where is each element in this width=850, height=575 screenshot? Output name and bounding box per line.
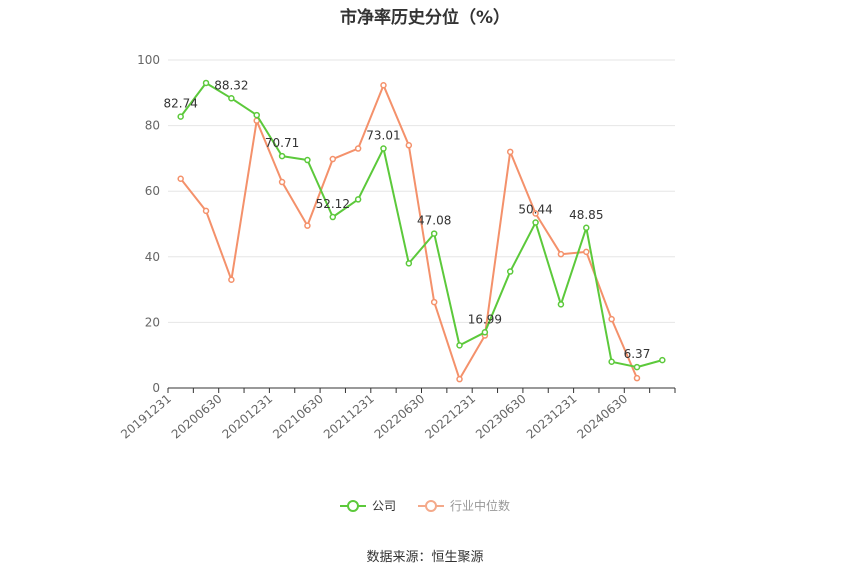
legend-industry-swatch (418, 499, 444, 513)
x-tick-label: 20221231 (422, 392, 478, 442)
industry-point (304, 222, 311, 229)
series-line-industry (179, 84, 638, 381)
data-label: 6.37 (624, 347, 651, 361)
company-point (557, 301, 565, 308)
industry-point (608, 315, 615, 323)
x-tick-label: 20240630 (574, 392, 630, 442)
legend-item-industry[interactable]: 行业中位数 (418, 497, 510, 514)
company-point (456, 342, 463, 349)
company-point (506, 268, 514, 275)
y-tick-label: 0 (152, 381, 160, 395)
company-point (633, 363, 641, 371)
industry-point (354, 145, 362, 152)
y-tick-label: 100 (137, 53, 160, 67)
industry-point (278, 178, 286, 186)
company-point (430, 230, 438, 237)
industry-point (456, 375, 463, 383)
company-point (202, 79, 210, 87)
data-label: 16.99 (468, 312, 502, 326)
x-tick-label: 20230630 (473, 392, 529, 442)
x-tick-label: 20231231 (524, 392, 580, 442)
industry-point (506, 148, 514, 156)
x-tick-label: 20220630 (372, 392, 428, 442)
data-label: 52.12 (316, 197, 350, 211)
series-line-company (179, 82, 663, 369)
legend-item-company[interactable]: 公司 (339, 497, 396, 514)
data-label: 50.44 (518, 203, 552, 217)
x-tick-label: 20191231 (118, 392, 174, 442)
industry-point (228, 276, 235, 284)
industry-point (430, 298, 438, 306)
company-point (354, 196, 362, 203)
data-label: 70.71 (265, 136, 299, 150)
x-tick-label: 20201231 (220, 392, 276, 442)
company-point (228, 95, 235, 102)
company-point (380, 145, 387, 152)
industry-point (557, 250, 565, 258)
company-point (659, 356, 666, 364)
data-label: 88.32 (214, 78, 248, 92)
company-point (583, 224, 590, 232)
company-point (278, 152, 286, 160)
y-tick-label: 60 (145, 184, 160, 198)
industry-point (633, 374, 641, 382)
legend-industry-label: 行业中位数 (450, 499, 511, 513)
company-point (177, 113, 184, 120)
company-point (304, 156, 311, 164)
company-point (481, 329, 489, 336)
y-tick-label: 80 (145, 119, 160, 133)
company-point (253, 111, 260, 119)
y-tick-label: 40 (145, 250, 160, 264)
chart-title: 市净率历史分位（%） (339, 8, 511, 28)
industry-point (329, 155, 337, 163)
y-tick-label: 20 (145, 315, 160, 329)
industry-point (583, 248, 590, 256)
data-source: 数据来源：恒生聚源 (366, 550, 484, 565)
legend-company-label: 公司 (371, 499, 396, 513)
industry-point (405, 142, 413, 149)
company-point (532, 219, 539, 226)
data-label: 47.08 (417, 214, 451, 228)
industry-point (380, 82, 387, 89)
legend: 公司 行业中位数 (0, 497, 850, 514)
industry-point (532, 210, 539, 217)
company-point (405, 260, 413, 267)
x-tick-label: 20211231 (321, 392, 377, 442)
data-label: 48.85 (569, 208, 603, 222)
x-tick-label: 20210630 (270, 392, 326, 442)
data-label: 73.01 (366, 129, 400, 143)
data-label: 82.74 (163, 97, 197, 111)
industry-point (202, 207, 210, 215)
company-point (329, 213, 337, 221)
company-point (608, 358, 615, 366)
legend-company-swatch (339, 499, 366, 513)
x-tick-label: 20200630 (169, 392, 225, 442)
industry-point (177, 175, 184, 182)
